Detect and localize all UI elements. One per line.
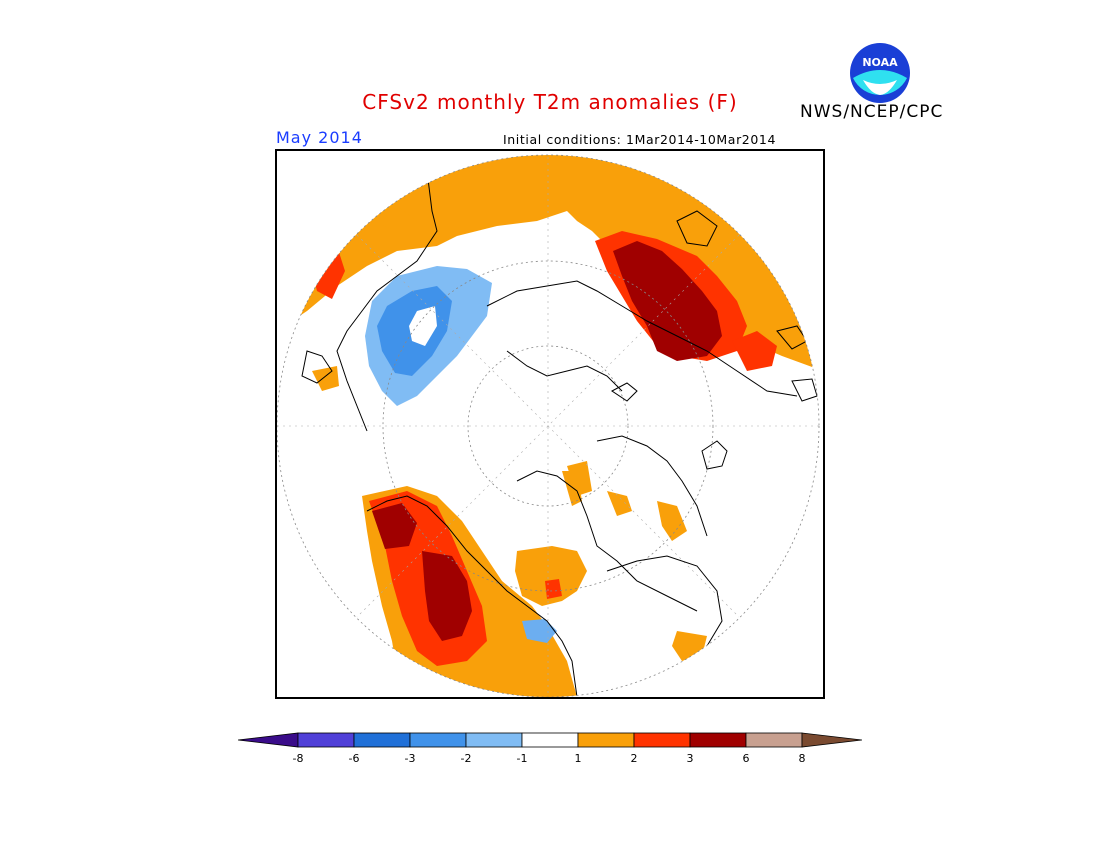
chart-title: CFSv2 monthly T2m anomalies (F) [362,90,738,114]
anomaly-darkred-west-na [372,503,417,549]
colorbar-box-4 [465,732,523,748]
colorbar-box-9 [745,732,803,748]
colorbar-box-5 [521,732,579,748]
svg-text:NOAA: NOAA [862,56,898,69]
colorbar-tick-label: -6 [348,752,360,765]
forecast-month: May 2014 [276,128,363,147]
colorbar-box-3 [409,732,467,748]
colorbar-tick-label: -3 [404,752,416,765]
polar-map [277,154,820,697]
colorbar-box-1 [297,732,355,748]
agency-label: NWS/NCEP/CPC [800,102,944,122]
colorbar-arrow-low [237,732,299,748]
colorbar-tick-label: 1 [574,752,582,765]
initial-conditions: Initial conditions: 1Mar2014-10Mar2014 [503,132,777,147]
colorbar-box-2 [353,732,411,748]
colorbar [237,730,863,770]
colorbar-tick-label: -8 [292,752,304,765]
colorbar-tick-label: 2 [630,752,638,765]
colorbar-box-8 [689,732,747,748]
colorbar-tick-label: 8 [798,752,806,765]
noaa-logo: NOAA [849,42,911,104]
colorbar-arrow-high [801,732,863,748]
colorbar-box-6 [577,732,635,748]
colorbar-tick-label: 3 [686,752,694,765]
colorbar-tick-label: -2 [460,752,472,765]
colorbar-box-7 [633,732,691,748]
colorbar-tick-label: 6 [742,752,750,765]
anomaly-darkred-europe [613,241,722,361]
anomaly-orange-eurasia [277,155,819,371]
map-frame [275,149,825,699]
colorbar-tick-label: -1 [516,752,528,765]
